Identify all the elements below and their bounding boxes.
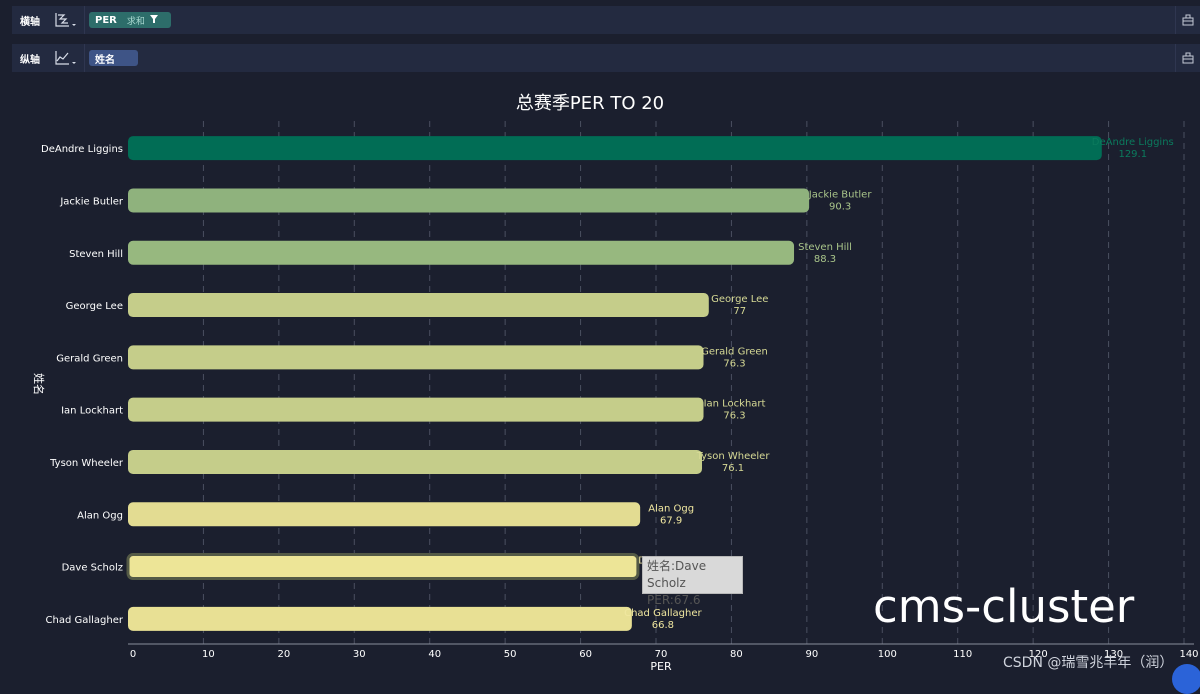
bar-tooltip: 姓名:Dave Scholz PER:67.6	[642, 556, 743, 607]
data-label-value: 76.1	[722, 463, 744, 474]
x-tick-label: 130	[1104, 649, 1123, 660]
bar[interactable]	[128, 188, 810, 213]
data-label-name: Jackie Butler	[808, 189, 873, 200]
category-label: Ian Lockhart	[61, 406, 123, 417]
y-axis-shelf-label: 纵轴	[20, 54, 40, 66]
data-label-name: George Lee	[711, 294, 768, 305]
data-label-value: 129.1	[1118, 149, 1147, 160]
bar-chart: 总赛季PER TO 20 DeAndre Liggins Jackie Butle…	[32, 93, 1199, 673]
x-tick-label: 120	[1029, 649, 1048, 660]
data-label-value: 88.3	[814, 254, 836, 265]
bar-chart-type-icon[interactable]	[52, 10, 80, 30]
x-axis-shelf: 横轴 PER 求和	[12, 6, 1200, 34]
bar[interactable]	[128, 449, 703, 474]
x-tick-label: 140	[1179, 649, 1198, 660]
y-axis-field-name: 姓名	[95, 54, 115, 66]
data-label-name: Gerald Green	[701, 346, 768, 357]
x-axis-field-name: PER	[95, 14, 117, 26]
chart-bars	[126, 136, 1102, 631]
y-axis-field-pill[interactable]: 姓名	[89, 50, 138, 66]
x-tick-label: 70	[655, 649, 668, 660]
tooltip-name-line: 姓名:Dave Scholz	[647, 559, 707, 590]
category-label: Alan Ogg	[77, 510, 123, 521]
bar[interactable]	[128, 240, 795, 265]
category-labels: DeAndre Liggins Jackie Butler Steven Hill G…	[41, 144, 124, 626]
x-axis-field-pill[interactable]: PER 求和	[89, 12, 171, 28]
data-label-name: Tyson Wheeler	[696, 451, 771, 462]
line-chart-type-icon[interactable]	[52, 48, 80, 68]
category-label: Chad Gallagher	[46, 615, 124, 626]
x-tick-labels: 0 10 20 30 40 50 60 70 80 90 100 110 120 130 140	[130, 649, 1199, 660]
data-label-name: Alan Ogg	[648, 503, 694, 514]
category-label: Tyson Wheeler	[49, 458, 124, 469]
y-axis-title: 姓名	[32, 373, 46, 395]
x-tick-label: 100	[878, 649, 897, 660]
data-label-name: Steven Hill	[798, 242, 852, 253]
x-tick-label: 50	[504, 649, 517, 660]
x-tick-label: 20	[277, 649, 290, 660]
chart-title: 总赛季PER TO 20	[516, 93, 664, 114]
tooltip-value-line: PER:67.6	[647, 593, 701, 607]
x-tick-label: 40	[428, 649, 441, 660]
credit-text: CSDN @瑞雪兆丰年（润）	[1003, 655, 1174, 671]
data-label-value: 67.9	[660, 515, 682, 526]
category-label: George Lee	[66, 301, 123, 312]
layout-icon[interactable]	[1175, 6, 1200, 34]
bar[interactable]	[128, 502, 641, 527]
data-label-value: 77	[733, 306, 746, 317]
filter-icon[interactable]	[149, 14, 158, 26]
aggregation-label: 求和	[126, 16, 145, 27]
x-tick-label: 90	[805, 649, 818, 660]
x-axis-shelf-label: 横轴	[20, 16, 40, 28]
category-label: Steven Hill	[69, 249, 123, 260]
bar[interactable]	[128, 293, 709, 318]
data-label-name: Chad Gallagher	[624, 608, 702, 619]
watermark-text: cms-cluster	[873, 580, 1135, 633]
category-label: DeAndre Liggins	[41, 144, 123, 155]
shelf-divider	[84, 44, 85, 72]
category-label: Jackie Butler	[59, 196, 124, 207]
bar[interactable]	[126, 553, 640, 581]
x-axis-title: PER	[650, 660, 672, 673]
x-tick-label: 80	[730, 649, 743, 660]
data-label-value: 76.3	[723, 358, 745, 369]
category-label: Gerald Green	[56, 353, 123, 364]
x-tick-label: 0	[130, 649, 136, 660]
shelf-divider	[84, 6, 85, 34]
category-label: Dave Scholz	[62, 563, 123, 574]
data-label-name: DeAndre Liggins	[1092, 137, 1174, 148]
x-tick-label: 110	[953, 649, 972, 660]
bar[interactable]	[128, 606, 632, 631]
layout-icon[interactable]	[1175, 44, 1200, 72]
bar[interactable]	[128, 136, 1102, 161]
data-label-name: Ian Lockhart	[704, 399, 766, 410]
x-tick-label: 30	[353, 649, 366, 660]
x-tick-label: 60	[579, 649, 592, 660]
y-axis-shelf: 纵轴 姓名	[12, 44, 1200, 72]
data-label-value: 90.3	[829, 201, 851, 212]
bar[interactable]	[128, 345, 704, 370]
bar[interactable]	[128, 397, 704, 422]
data-label-value: 66.8	[652, 620, 674, 631]
help-icon[interactable]	[1172, 664, 1200, 694]
x-tick-label: 10	[202, 649, 215, 660]
data-label-value: 76.3	[723, 411, 745, 422]
